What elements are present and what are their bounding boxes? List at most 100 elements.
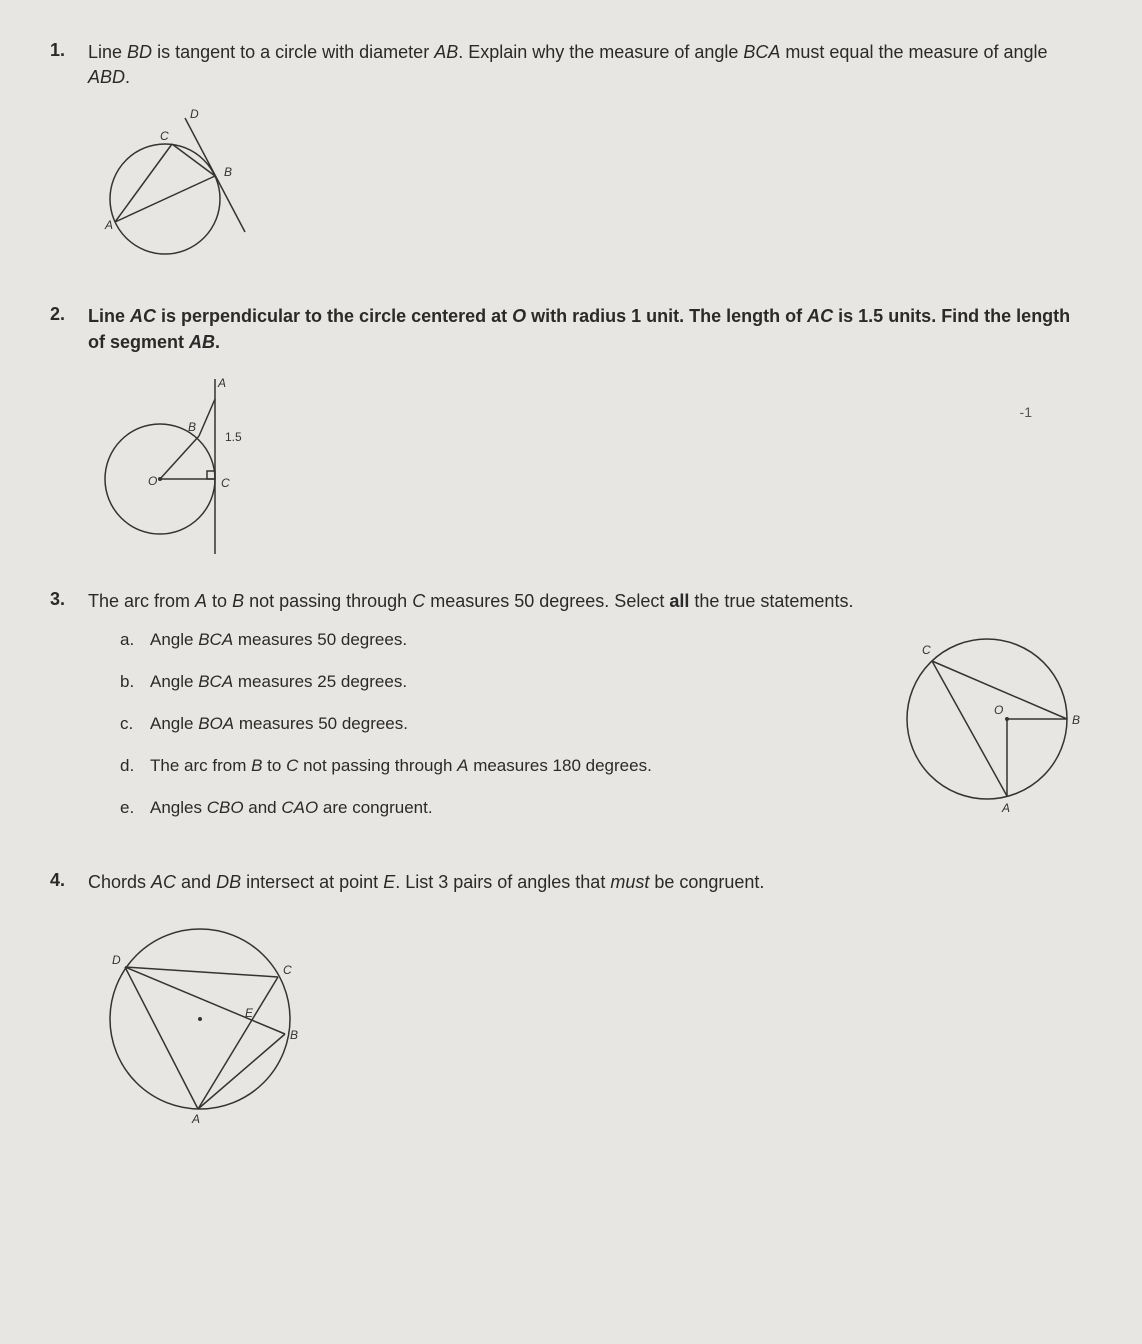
q3-label-c: C (922, 643, 931, 657)
q3-c: C (412, 591, 425, 611)
q3-opt-a: a. Angle BCA measures 50 degrees. (120, 630, 852, 650)
q1-bd: BD (127, 42, 152, 62)
q2-svg: A B C O 1.5 (90, 369, 310, 559)
opt-c-text: Angle BOA measures 50 degrees. (150, 714, 408, 734)
opt-e-a2: CAO (281, 798, 318, 817)
q4-row: 4. Chords AC and DB intersect at point E… (50, 870, 1092, 895)
opt-a-text: Angle BCA measures 50 degrees. (150, 630, 407, 650)
opt-e-text: Angles CBO and CAO are congruent. (150, 798, 433, 818)
opt-e-letter: e. (120, 798, 138, 818)
q1-t4: must equal the measure of angle (780, 42, 1047, 62)
q1-ab: AB (434, 42, 458, 62)
q4-text: Chords AC and DB intersect at point E. L… (88, 870, 764, 895)
opt-c-ang: BOA (198, 714, 234, 733)
q3-diagram: C B A O (892, 624, 1092, 824)
q2-t2: is perpendicular to the circle centered … (156, 306, 512, 326)
q2-number: 2. (50, 304, 74, 325)
question-4: 4. Chords AC and DB intersect at point E… (50, 870, 1092, 1129)
q2-ac: AC (130, 306, 156, 326)
q3-a: A (195, 591, 207, 611)
q2-label-o: O (148, 474, 157, 488)
opt-d-t2: to (262, 756, 286, 775)
q4-db: DB (216, 872, 241, 892)
opt-d-t3: not passing through (298, 756, 457, 775)
q4-number: 4. (50, 870, 74, 891)
q2-o: O (512, 306, 526, 326)
q2-label-b: B (188, 420, 196, 434)
q4-label-a: A (191, 1112, 200, 1126)
q2-t1: Line (88, 306, 130, 326)
q2-label-a: A (217, 376, 226, 390)
q3-svg: C B A O (892, 624, 1092, 824)
opt-e-t3: are congruent. (318, 798, 432, 817)
q1-t3: . Explain why the measure of angle (458, 42, 743, 62)
opt-d-letter: d. (120, 756, 138, 776)
q1-label-d: D (190, 107, 199, 121)
q3-t2: to (207, 591, 232, 611)
q1-text: Line BD is tangent to a circle with diam… (88, 40, 1092, 90)
opt-d-t4: measures 180 degrees. (468, 756, 651, 775)
q1-label-b: B (224, 165, 232, 179)
opt-a-letter: a. (120, 630, 138, 650)
q4-label-b: B (290, 1028, 298, 1042)
q1-label-c: C (160, 129, 169, 143)
q2-text: Line AC is perpendicular to the circle c… (88, 304, 1092, 354)
opt-d-a: A (457, 756, 468, 775)
opt-b-letter: b. (120, 672, 138, 692)
opt-a-t1: Angle (150, 630, 198, 649)
opt-b-t1: Angle (150, 672, 198, 691)
q3-label-o: O (994, 703, 1003, 717)
q3-opt-d: d. The arc from B to C not passing throu… (120, 756, 852, 776)
q2-ac2: AC (807, 306, 833, 326)
q3-opt-c: c. Angle BOA measures 50 degrees. (120, 714, 852, 734)
q4-svg: D C B A E (90, 909, 330, 1129)
q3-number: 3. (50, 589, 74, 610)
question-1: 1. Line BD is tangent to a circle with d… (50, 40, 1092, 274)
q3-t5: the true statements. (689, 591, 853, 611)
opt-c-t1: Angle (150, 714, 198, 733)
q2-t5: . (215, 332, 220, 352)
q1-bca: BCA (743, 42, 780, 62)
q2-label-len: 1.5 (225, 430, 242, 444)
q3-b: B (232, 591, 244, 611)
opt-d-text: The arc from B to C not passing through … (150, 756, 652, 776)
opt-a-ang: BCA (198, 630, 233, 649)
q2-ab: AB (189, 332, 215, 352)
q4-t3: intersect at point (241, 872, 383, 892)
q1-t5: . (125, 67, 130, 87)
q2-t3: with radius 1 unit. The length of (526, 306, 807, 326)
q3-row: 3. The arc from A to B not passing throu… (50, 589, 1092, 614)
q1-t1: Line (88, 42, 127, 62)
q4-label-d: D (112, 953, 121, 967)
opt-c-letter: c. (120, 714, 138, 734)
question-2: 2. Line AC is perpendicular to the circl… (50, 304, 1092, 558)
opt-c-t2: measures 50 degrees. (234, 714, 408, 733)
question-3: 3. The arc from A to B not passing throu… (50, 589, 1092, 840)
opt-d-b: B (251, 756, 262, 775)
q4-e: E (383, 872, 395, 892)
q1-number: 1. (50, 40, 74, 61)
q3-opt-b: b. Angle BCA measures 25 degrees. (120, 672, 852, 692)
q4-t2: and (176, 872, 216, 892)
q1-svg: A B C D (90, 104, 290, 274)
q4-label-e: E (245, 1006, 254, 1020)
opt-e-t2: and (244, 798, 282, 817)
q3-options-wrap: a. Angle BCA measures 50 degrees. b. Ang… (50, 614, 852, 840)
q3-all: all (669, 591, 689, 611)
q4-diagram: D C B A E (90, 909, 1092, 1129)
opt-e-a1: CBO (207, 798, 244, 817)
q2-side-note: -1 (1020, 404, 1032, 420)
q3-t3: not passing through (244, 591, 412, 611)
q3-options: a. Angle BCA measures 50 degrees. b. Ang… (120, 630, 852, 818)
q4-label-c: C (283, 963, 292, 977)
q1-row: 1. Line BD is tangent to a circle with d… (50, 40, 1092, 90)
q4-t5: be congruent. (649, 872, 764, 892)
opt-e-t1: Angles (150, 798, 207, 817)
q4-t1: Chords (88, 872, 151, 892)
q3-text: The arc from A to B not passing through … (88, 589, 853, 614)
opt-b-ang: BCA (198, 672, 233, 691)
opt-d-t1: The arc from (150, 756, 251, 775)
opt-b-t2: measures 25 degrees. (233, 672, 407, 691)
q1-diagram: A B C D (90, 104, 1092, 274)
q4-t4: . List 3 pairs of angles that (395, 872, 610, 892)
